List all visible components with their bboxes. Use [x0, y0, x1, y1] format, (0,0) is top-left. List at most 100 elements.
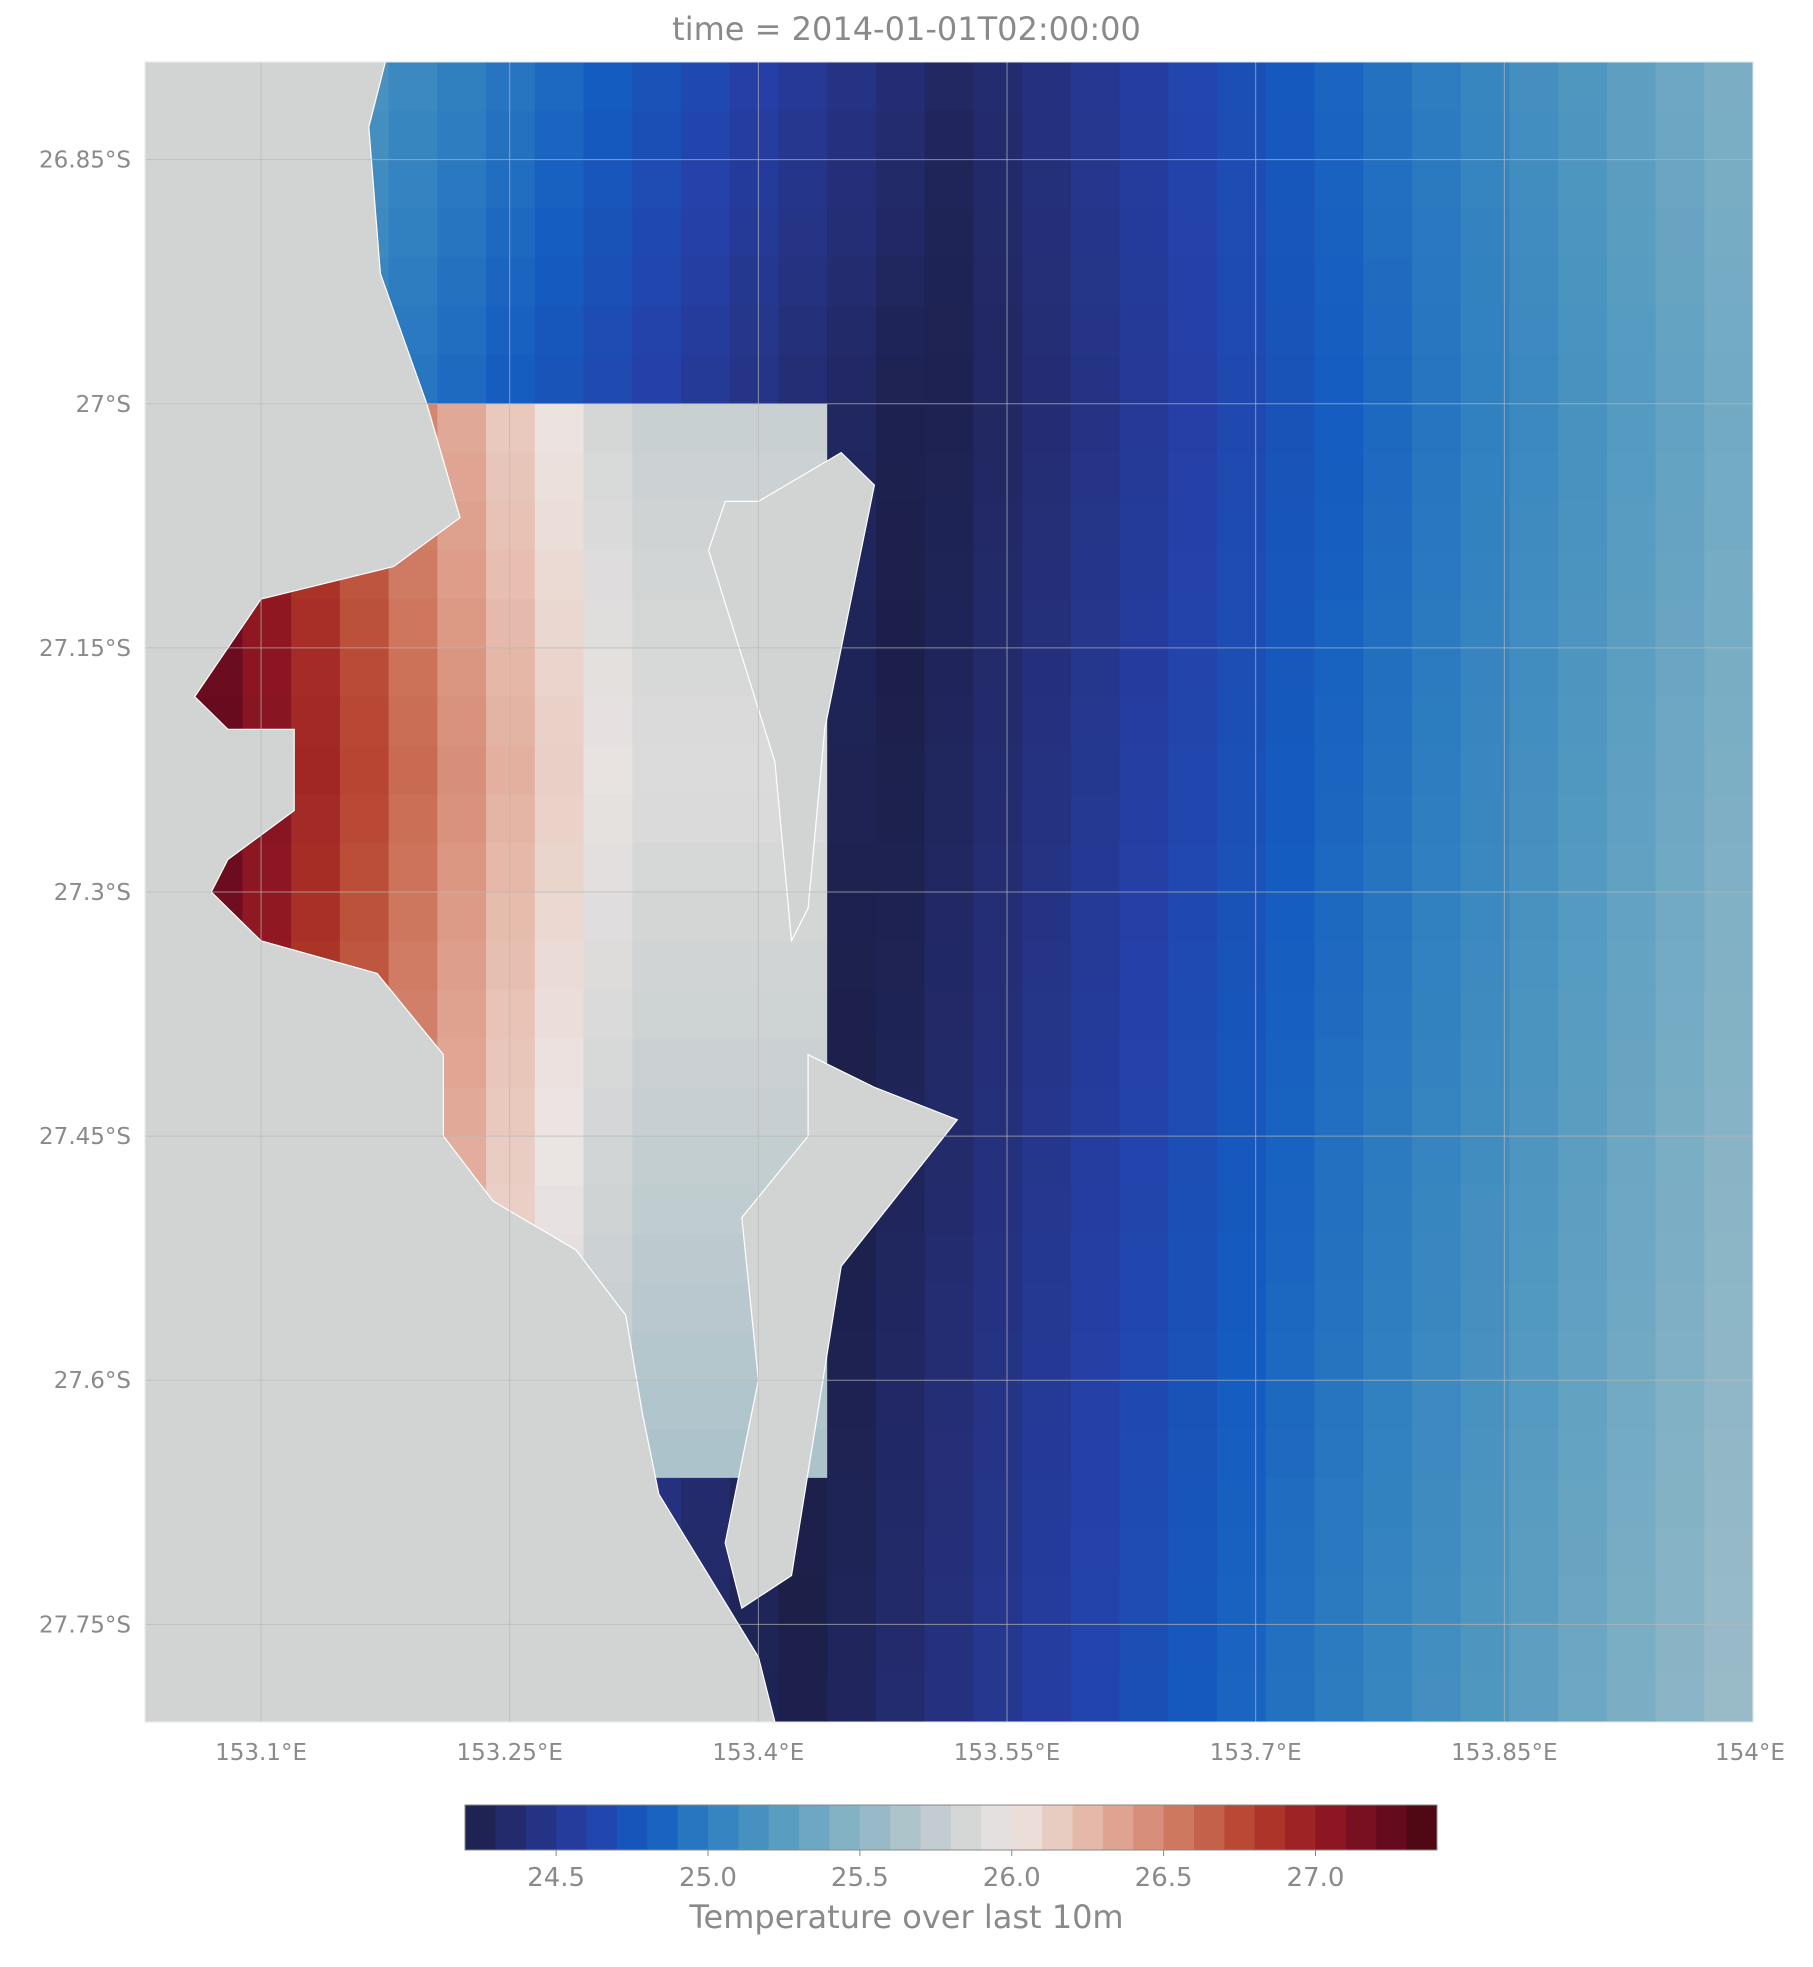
- field-cell: [1509, 1038, 1559, 1088]
- field-cell: [1314, 892, 1364, 942]
- field-cell: [1460, 208, 1510, 258]
- field-cell: [388, 62, 438, 112]
- field-cell: [1655, 159, 1705, 210]
- field-cell: [973, 306, 1023, 356]
- field-cell: [1363, 1282, 1413, 1333]
- field-cell: [1606, 1136, 1657, 1186]
- field-cell: [1606, 257, 1657, 307]
- field-cell: [534, 696, 585, 747]
- field-cell: [1509, 550, 1559, 600]
- field-cell: [583, 110, 633, 161]
- field-cell: [1363, 1331, 1413, 1381]
- field-cell: [1460, 550, 1510, 600]
- field-cell: [339, 696, 390, 747]
- field-cell: [1655, 550, 1705, 600]
- field-cell: [1704, 1526, 1753, 1577]
- field-cell: [827, 257, 877, 307]
- field-cell: [1460, 306, 1510, 356]
- field-cell: [681, 1380, 731, 1430]
- field-cell: [1022, 696, 1072, 747]
- field-cell: [1558, 696, 1608, 747]
- field-cell: [681, 1477, 731, 1528]
- field-cell: [973, 794, 1023, 844]
- field-cell: [1119, 696, 1169, 747]
- field-cell: [534, 647, 585, 698]
- field-cell: [534, 159, 585, 210]
- field-cell: [1070, 208, 1121, 258]
- field-cell: [291, 892, 341, 942]
- field-cell: [1558, 1624, 1608, 1674]
- field-cell: [1217, 1526, 1267, 1577]
- land-moreton-island: [707, 451, 876, 943]
- field-cell: [875, 501, 926, 551]
- field-cell: [875, 257, 926, 307]
- field-cell: [1265, 452, 1316, 503]
- field-cell: [973, 892, 1023, 942]
- field-cell: [1070, 1673, 1121, 1722]
- field-cell: [632, 1038, 682, 1088]
- field-cell: [583, 159, 633, 210]
- field-cell: [1217, 159, 1267, 210]
- field-cell: [534, 892, 585, 942]
- field-cell: [1704, 1575, 1753, 1625]
- field-cell: [1606, 550, 1657, 600]
- field-cell: [534, 62, 585, 112]
- field-cell: [1363, 843, 1413, 893]
- field-cell: [388, 696, 438, 747]
- field-cell: [1460, 62, 1510, 112]
- field-cell: [534, 1184, 585, 1235]
- field-cell: [1363, 1184, 1413, 1235]
- field-cell: [1606, 208, 1657, 258]
- field-cell: [1265, 599, 1316, 649]
- field-cell: [1704, 208, 1753, 258]
- field-cell: [1606, 1233, 1657, 1284]
- field-cell: [1070, 1526, 1121, 1577]
- field-cell: [1217, 843, 1267, 893]
- field-cell: [875, 1673, 926, 1722]
- field-cell: [1070, 1331, 1121, 1381]
- field-cell: [827, 1575, 877, 1625]
- field-cell: [778, 257, 828, 307]
- field-cell: [1168, 1184, 1218, 1235]
- field-cell: [1168, 1087, 1218, 1137]
- field-cell: [681, 403, 731, 454]
- field-cell: [534, 501, 585, 551]
- field-cell: [388, 599, 438, 649]
- field-cell: [1704, 501, 1753, 551]
- field-cell: [583, 1087, 633, 1137]
- field-cell: [875, 1233, 926, 1284]
- field-cell: [1070, 1087, 1121, 1137]
- field-cell: [827, 1477, 877, 1528]
- field-cell: [1411, 1136, 1462, 1186]
- field-cell: [1168, 62, 1218, 112]
- y-tick-label: 27.45°S: [39, 1124, 131, 1150]
- field-cell: [1363, 403, 1413, 454]
- field-cell: [1704, 599, 1753, 649]
- field-cell: [875, 1282, 926, 1333]
- field-cell: [632, 257, 682, 307]
- field-cell: [1606, 696, 1657, 747]
- field-cell: [681, 989, 731, 1040]
- colorbar-segment: [616, 1805, 648, 1850]
- field-cell: [1704, 1087, 1753, 1137]
- field-cell: [1460, 1184, 1510, 1235]
- field-cell: [778, 1624, 828, 1674]
- field-cell: [583, 1136, 633, 1186]
- field-cell: [1119, 843, 1169, 893]
- field-cell: [1558, 1136, 1608, 1186]
- field-cell: [388, 940, 438, 991]
- field-cell: [827, 1331, 877, 1381]
- field-cell: [632, 989, 682, 1040]
- field-cell: [1314, 794, 1364, 844]
- field-cell: [632, 1282, 682, 1333]
- field-cell: [1558, 843, 1608, 893]
- field-cell: [1119, 1184, 1169, 1235]
- field-cell: [1119, 1233, 1169, 1284]
- field-cell: [1509, 159, 1559, 210]
- field-cell: [1168, 1526, 1218, 1577]
- field-cell: [973, 940, 1023, 991]
- field-cell: [1411, 599, 1462, 649]
- x-tick-labels: 153.1°E 153.25°E 153.4°E 153.55°E 153.7°E 153…: [215, 1740, 1785, 1766]
- field-cell: [1022, 1575, 1072, 1625]
- field-cell: [437, 550, 487, 600]
